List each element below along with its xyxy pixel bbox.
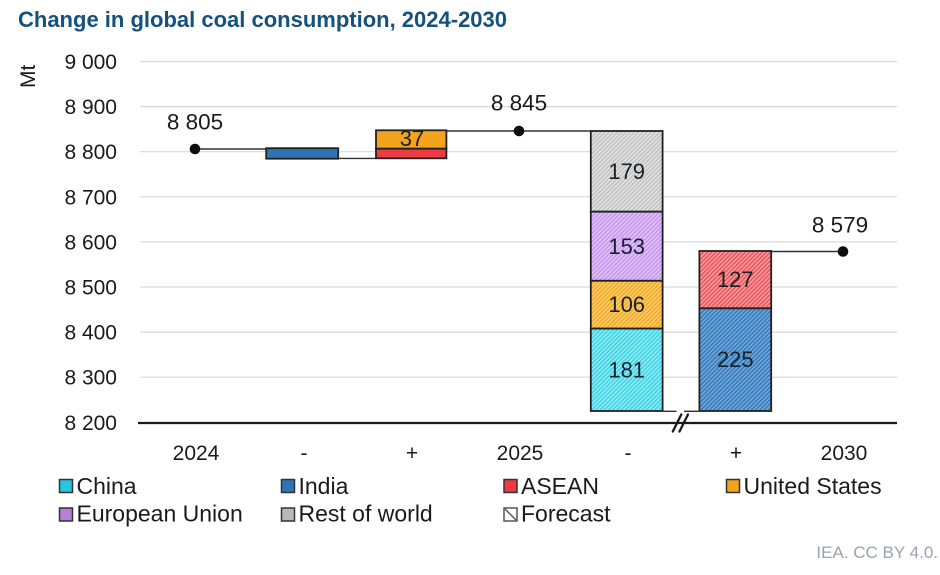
- svg-text:ASEAN: ASEAN: [521, 473, 599, 499]
- svg-text:153: 153: [608, 234, 645, 259]
- svg-text:Change in global coal consumpt: Change in global coal consumption, 2024-…: [18, 7, 507, 32]
- svg-text:United States: United States: [744, 473, 882, 499]
- svg-text:India: India: [299, 473, 349, 499]
- svg-text:2024: 2024: [173, 442, 220, 465]
- svg-text:9 000: 9 000: [64, 51, 117, 74]
- svg-text:2025: 2025: [497, 442, 544, 465]
- svg-text:179: 179: [608, 159, 645, 184]
- svg-text:+: +: [730, 442, 742, 465]
- svg-text:181: 181: [608, 357, 645, 382]
- svg-text:+: +: [406, 442, 418, 465]
- svg-text:225: 225: [717, 347, 754, 372]
- svg-text:8 805: 8 805: [167, 110, 223, 135]
- svg-text:European Union: European Union: [77, 501, 243, 527]
- svg-text:127: 127: [717, 267, 754, 292]
- svg-text:37: 37: [400, 126, 424, 151]
- svg-text:Mt: Mt: [17, 65, 40, 88]
- svg-text:Rest of world: Rest of world: [299, 501, 433, 527]
- svg-text:8 500: 8 500: [64, 277, 117, 300]
- svg-text:2030: 2030: [821, 442, 868, 465]
- svg-text:8 700: 8 700: [64, 186, 117, 209]
- svg-text:-: -: [625, 442, 632, 465]
- svg-text:106: 106: [608, 292, 645, 317]
- svg-text:Forecast: Forecast: [521, 501, 611, 527]
- svg-text:-: -: [301, 442, 308, 465]
- svg-text:8 900: 8 900: [64, 96, 117, 119]
- svg-text:8 300: 8 300: [64, 367, 117, 390]
- svg-text:8 400: 8 400: [64, 322, 117, 345]
- svg-text:IEA. CC BY 4.0.: IEA. CC BY 4.0.: [816, 543, 938, 562]
- svg-text:China: China: [77, 473, 137, 499]
- svg-text:8 579: 8 579: [812, 213, 868, 238]
- svg-text:8 800: 8 800: [64, 141, 117, 164]
- svg-text:8 600: 8 600: [64, 231, 117, 254]
- svg-text:8 200: 8 200: [64, 412, 117, 435]
- svg-text:8 845: 8 845: [491, 91, 547, 116]
